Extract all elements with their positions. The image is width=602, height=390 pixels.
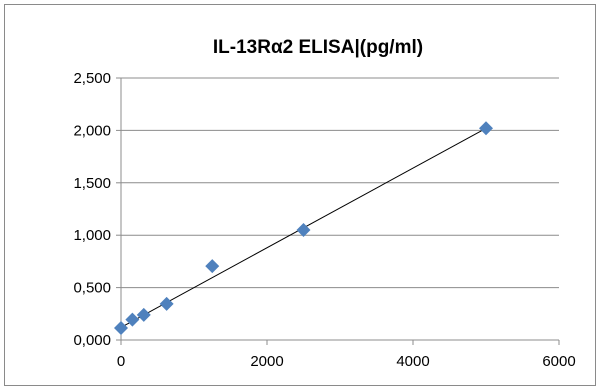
data-points	[114, 121, 493, 335]
x-tick-label-3: 6000	[542, 353, 575, 370]
x-tick-labels: 0 2000 4000 6000	[117, 353, 576, 370]
data-point-4	[205, 259, 220, 274]
axes	[116, 77, 560, 345]
chart-area	[4, 4, 596, 386]
x-tick-label-1: 2000	[250, 353, 283, 370]
data-point-3	[159, 296, 174, 311]
x-tick-label-2: 4000	[396, 353, 429, 370]
x-tick-label-0: 0	[117, 353, 125, 370]
chart-title: IL-13Rα2 ELISA|(pg/ml)	[213, 37, 423, 58]
y-tick-label-3: 1,500	[73, 175, 111, 192]
data-point-2	[136, 307, 151, 322]
y-tick-label-4: 2,000	[73, 122, 111, 139]
y-tick-label-2: 1,000	[73, 227, 111, 244]
data-point-0	[114, 320, 128, 335]
y-tick-label-5: 2,500	[73, 70, 111, 87]
gridlines	[121, 77, 559, 289]
data-point-6	[479, 121, 493, 136]
y-tick-labels: 0,000 0,500 1,000 1,500 2,000 2,500	[73, 70, 111, 349]
y-tick-label-0: 0,000	[73, 332, 111, 349]
data-point-5	[296, 222, 311, 237]
data-point-1	[125, 312, 140, 327]
y-tick-label-1: 0,500	[73, 280, 111, 297]
